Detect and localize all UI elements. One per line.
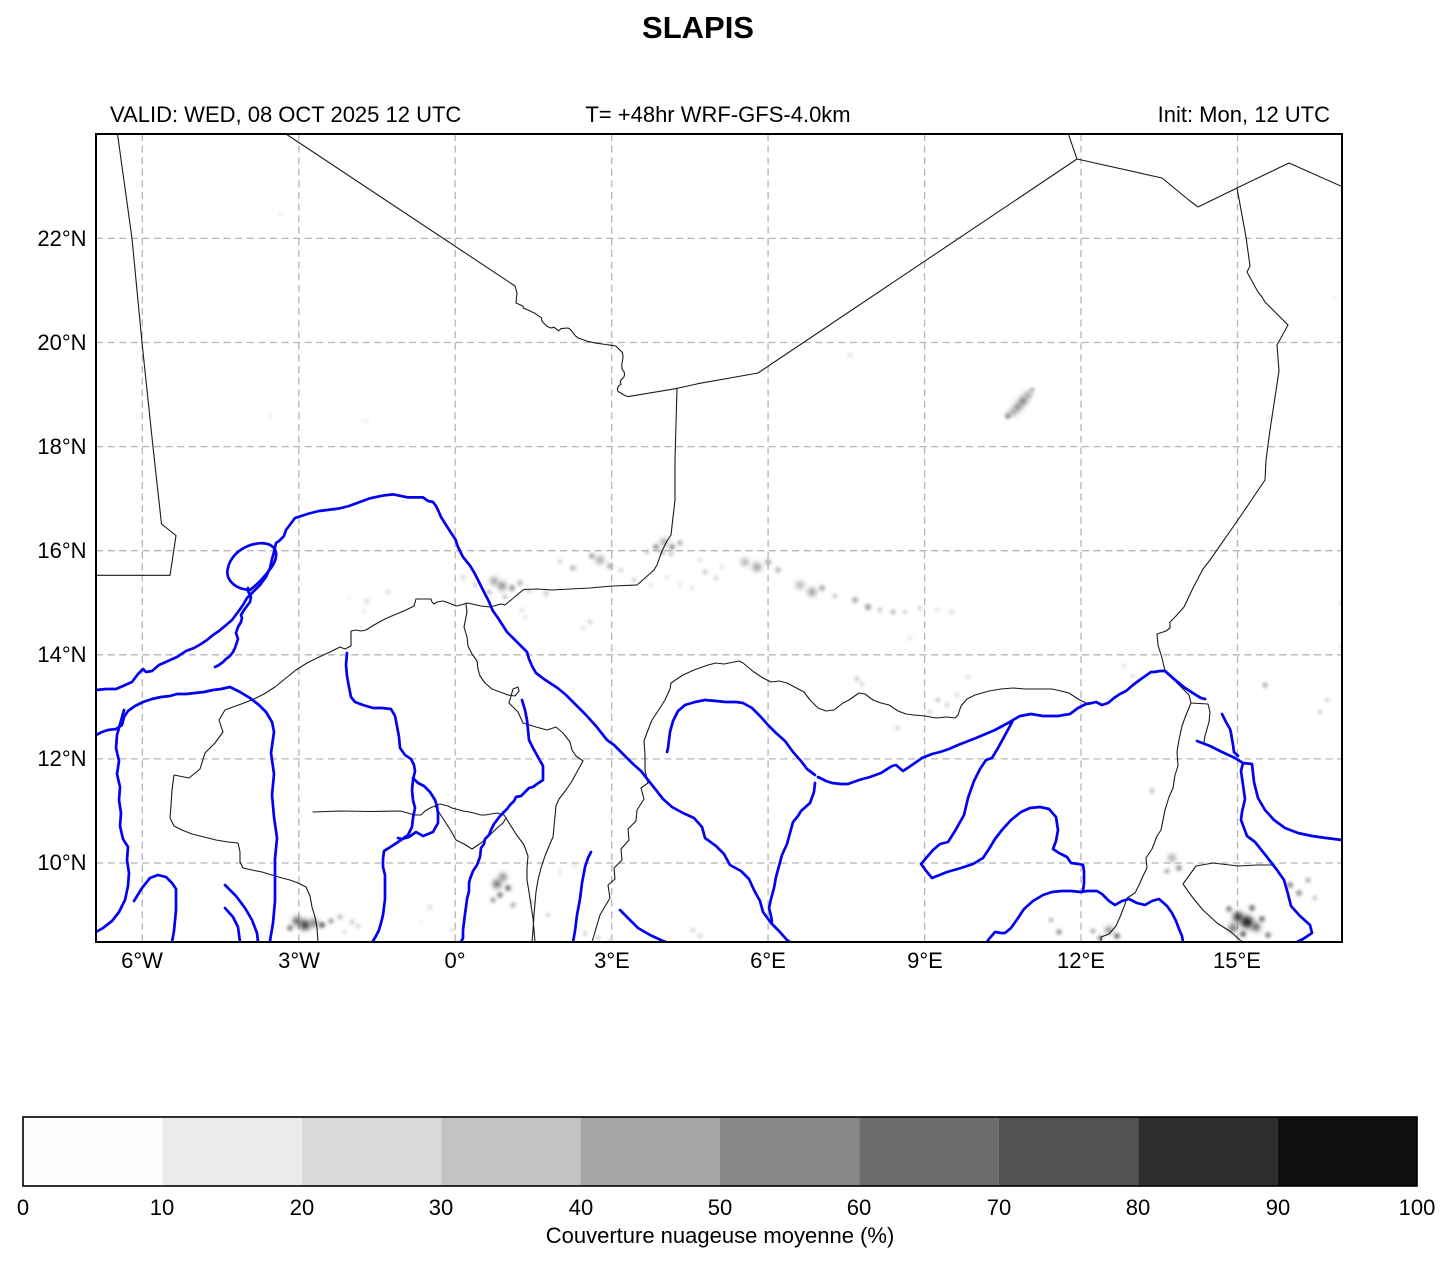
svg-text:100: 100: [1399, 1195, 1436, 1220]
svg-text:T= +48hr WRF-GFS-4.0km: T= +48hr WRF-GFS-4.0km: [585, 102, 850, 127]
svg-text:6°W: 6°W: [121, 948, 163, 973]
svg-text:VALID: WED, 08 OCT 2025 12 UTC: VALID: WED, 08 OCT 2025 12 UTC: [110, 102, 461, 127]
svg-text:Couverture nuageuse moyenne (%: Couverture nuageuse moyenne (%): [546, 1223, 895, 1248]
svg-text:18°N: 18°N: [37, 434, 86, 459]
svg-text:10°N: 10°N: [37, 850, 86, 875]
svg-text:30: 30: [429, 1195, 453, 1220]
svg-text:Init: Mon, 12 UTC: Init: Mon, 12 UTC: [1158, 102, 1331, 127]
svg-text:20°N: 20°N: [37, 330, 86, 355]
svg-text:12°N: 12°N: [37, 746, 86, 771]
svg-text:9°E: 9°E: [907, 948, 943, 973]
svg-text:15°E: 15°E: [1213, 948, 1261, 973]
svg-text:14°N: 14°N: [37, 642, 86, 667]
svg-text:90: 90: [1266, 1195, 1290, 1220]
svg-text:12°E: 12°E: [1057, 948, 1105, 973]
svg-text:SLAPIS: SLAPIS: [642, 10, 754, 45]
svg-text:3°E: 3°E: [594, 948, 630, 973]
svg-text:80: 80: [1126, 1195, 1150, 1220]
svg-text:0°: 0°: [444, 948, 465, 973]
svg-text:0: 0: [17, 1195, 29, 1220]
svg-text:40: 40: [569, 1195, 593, 1220]
svg-text:60: 60: [847, 1195, 871, 1220]
svg-text:6°E: 6°E: [750, 948, 786, 973]
svg-text:22°N: 22°N: [37, 226, 86, 251]
svg-text:20: 20: [290, 1195, 314, 1220]
svg-text:16°N: 16°N: [37, 538, 86, 563]
svg-text:10: 10: [150, 1195, 174, 1220]
svg-text:70: 70: [987, 1195, 1011, 1220]
svg-text:50: 50: [708, 1195, 732, 1220]
svg-text:3°W: 3°W: [278, 948, 320, 973]
